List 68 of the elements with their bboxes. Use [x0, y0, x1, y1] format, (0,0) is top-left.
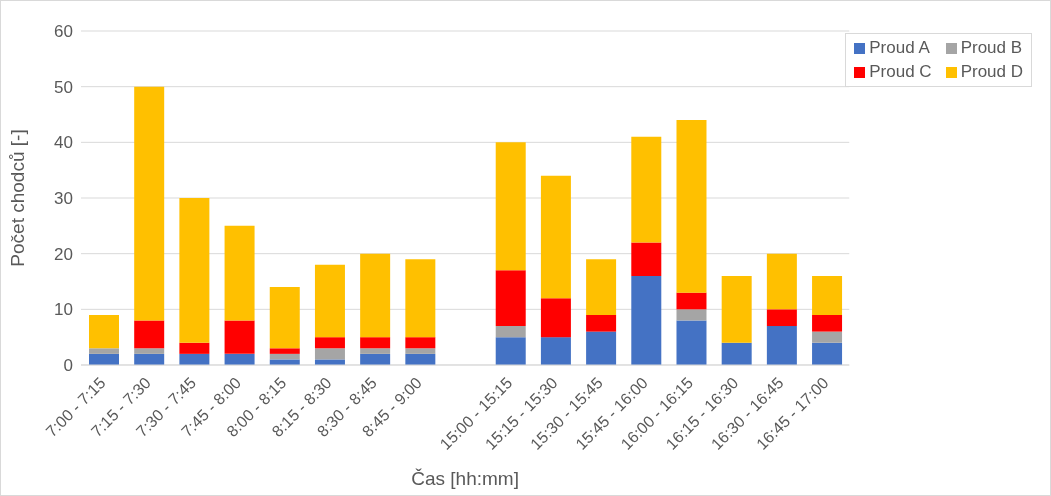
bar: [314, 359, 345, 365]
legend-label: Proud C: [869, 62, 932, 82]
bar: [269, 348, 300, 354]
y-tick-label: 50: [54, 77, 73, 97]
bar: [405, 348, 436, 354]
bar: [360, 348, 391, 354]
bar: [269, 353, 300, 360]
legend-label: Proud A: [869, 38, 930, 58]
bar: [495, 270, 526, 327]
bar: [766, 309, 797, 327]
bar: [540, 298, 571, 338]
bar: [360, 353, 391, 365]
bar: [766, 253, 797, 310]
bar: [405, 259, 436, 338]
bar: [314, 264, 345, 338]
bar: [721, 275, 752, 343]
bar: [224, 353, 255, 365]
bar: [495, 337, 526, 365]
y-tick-label: 60: [54, 22, 73, 42]
bar: [405, 337, 436, 349]
y-tick-label: 20: [54, 244, 73, 264]
bar: [89, 353, 119, 365]
bar: [314, 348, 345, 360]
bar: [314, 337, 345, 349]
bar: [721, 342, 752, 365]
bar: [360, 337, 391, 349]
bar: [676, 309, 707, 321]
bar: [812, 331, 843, 343]
bar: [360, 253, 391, 338]
bar: [812, 314, 843, 332]
bar: [586, 314, 617, 332]
bar: [134, 320, 165, 349]
bar: [586, 331, 617, 365]
bar: [134, 86, 165, 321]
bar: [134, 353, 165, 365]
bar: [495, 142, 526, 271]
y-tick-label: 30: [54, 189, 73, 209]
bar: [631, 275, 662, 365]
bar: [631, 242, 662, 276]
bar: [179, 353, 210, 365]
bar: [269, 287, 300, 349]
bar: [179, 342, 210, 354]
bar: [676, 120, 707, 293]
bar: [224, 225, 255, 321]
x-axis-title: Čas [hh:mm]: [411, 468, 519, 489]
y-tick-label: 40: [54, 133, 73, 153]
bar: [676, 292, 707, 310]
legend-label: Proud B: [960, 38, 1023, 58]
bar: [179, 198, 210, 343]
bar: [89, 348, 119, 354]
bar: [224, 320, 255, 354]
bar: [766, 326, 797, 365]
bar: [495, 326, 526, 338]
bar: [89, 314, 119, 349]
bar: [586, 259, 617, 315]
bar: [631, 136, 662, 243]
bar: [540, 337, 571, 365]
legend-label: Proud D: [960, 62, 1023, 82]
y-tick-label: 0: [63, 356, 73, 376]
bar: [134, 348, 165, 354]
y-tick-label: 10: [54, 300, 73, 320]
bar: [812, 275, 843, 315]
bar: [269, 359, 300, 365]
bar: [540, 175, 571, 299]
bar: [676, 320, 707, 365]
y-axis-title: Počet chodců [-]: [6, 129, 28, 267]
bar: [405, 353, 436, 365]
bar: [812, 342, 843, 365]
